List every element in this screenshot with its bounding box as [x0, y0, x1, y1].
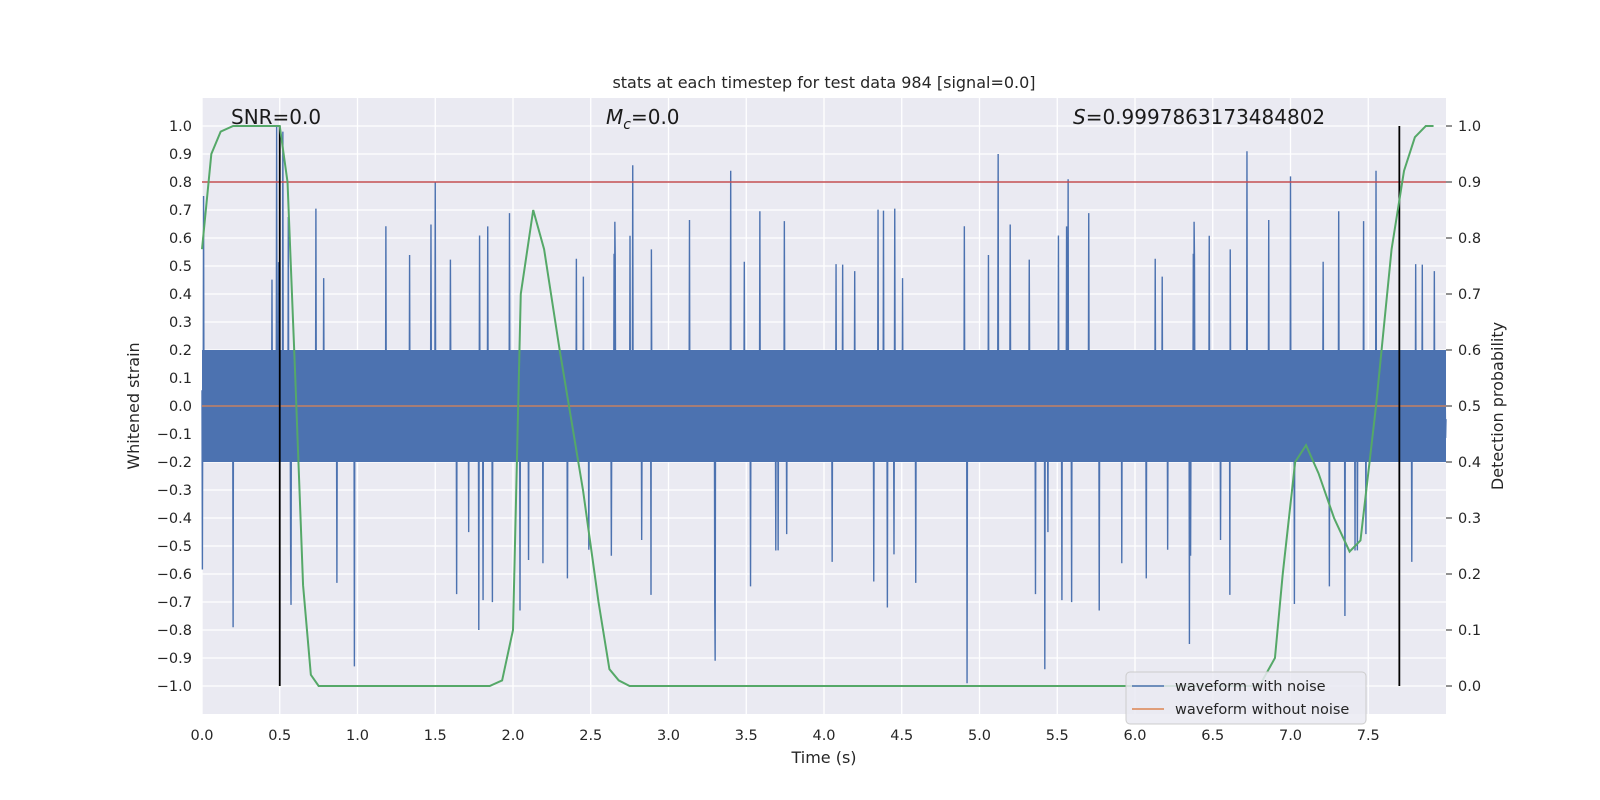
y-tick-label: 0.8	[169, 175, 192, 191]
y-tick-label: −0.4	[157, 511, 192, 527]
y-tick-label: 0.1	[169, 371, 192, 387]
y2-tick-label: 0.2	[1458, 567, 1481, 583]
chart-title: stats at each timestep for test data 984…	[612, 73, 1035, 92]
x-tick-label: 5.0	[968, 728, 991, 744]
y2-tick-label: 0.1	[1458, 623, 1481, 639]
data-layer	[201, 125, 1447, 684]
x-tick-label: 2.5	[579, 728, 602, 744]
y-tick-label: −0.6	[157, 567, 192, 583]
x-tick-label: 3.5	[735, 728, 758, 744]
x-tick-label: 4.0	[812, 728, 835, 744]
y2-tick-label: 0.0	[1458, 679, 1481, 695]
y-tick-label: 0.4	[169, 287, 192, 303]
y-tick-label: 0.5	[169, 259, 192, 275]
tick-labels: 0.0 0.5 1.0 1.5 2.0 2.5 3.0 3.5 4.0 4.5 5.0 5.5 6.0 6…	[157, 119, 1481, 744]
x-axis-label: Time (s)	[790, 748, 856, 767]
chirp-mass-annotation: Mc=0.0	[606, 105, 680, 133]
y-tick-label: 0.7	[169, 203, 192, 219]
legend-label-noise: waveform with noise	[1175, 679, 1326, 695]
y2-tick-label: 0.9	[1458, 175, 1481, 191]
x-tick-label: 2.0	[501, 728, 524, 744]
x-tick-label: 3.0	[657, 728, 680, 744]
legend-label-clean: waveform without noise	[1175, 702, 1349, 718]
y-axis-label: Whitened strain	[124, 342, 143, 469]
y-tick-label: −1.0	[157, 679, 192, 695]
x-tick-label: 0.0	[190, 728, 213, 744]
y-tick-label: −0.1	[157, 427, 192, 443]
y2-tick-label: 1.0	[1458, 119, 1481, 135]
overlay-layer	[201, 125, 1446, 687]
y-tick-label: −0.2	[157, 455, 192, 471]
x-tick-label: 4.5	[890, 728, 913, 744]
legend: waveform with noise waveform without noi…	[1125, 671, 1367, 725]
y-tick-label: −0.8	[157, 623, 192, 639]
x-tick-label: 7.0	[1279, 728, 1302, 744]
y-tick-label: −0.3	[157, 483, 192, 499]
y2-axis-label: Detection probability	[1488, 322, 1507, 490]
y-tick-label: −0.9	[157, 651, 192, 667]
x-tick-label: 6.0	[1123, 728, 1146, 744]
score-annotation: S=0.9997863173484802	[1073, 105, 1325, 129]
y2-tick-label: 0.6	[1458, 343, 1481, 359]
series-detection-probability	[201, 125, 1434, 687]
x-tick-label: 1.0	[346, 728, 369, 744]
y-tick-label: 0.0	[169, 399, 192, 415]
x-tick-label: 7.5	[1357, 728, 1380, 744]
y-tick-label: 0.9	[169, 147, 192, 163]
y2-tick-label: 0.5	[1458, 399, 1481, 415]
y-tick-label: 0.3	[169, 315, 192, 331]
y-tick-label: 0.2	[169, 343, 192, 359]
x-tick-label: 0.5	[268, 728, 291, 744]
x-tick-label: 5.5	[1046, 728, 1069, 744]
y2-tick-label: 0.4	[1458, 455, 1481, 471]
x-tick-label: 6.5	[1201, 728, 1224, 744]
y-tick-label: −0.7	[157, 595, 192, 611]
y-tick-label: 1.0	[169, 119, 192, 135]
snr-annotation: SNR=0.0	[231, 105, 321, 129]
x-tick-label: 1.5	[424, 728, 447, 744]
y-tick-label: −0.5	[157, 539, 192, 555]
y2-tick-label: 0.3	[1458, 511, 1481, 527]
legend-box	[1125, 671, 1367, 725]
y-tick-label: 0.6	[169, 231, 192, 247]
y2-tick-label: 0.7	[1458, 287, 1481, 303]
y2-tick-label: 0.8	[1458, 231, 1481, 247]
